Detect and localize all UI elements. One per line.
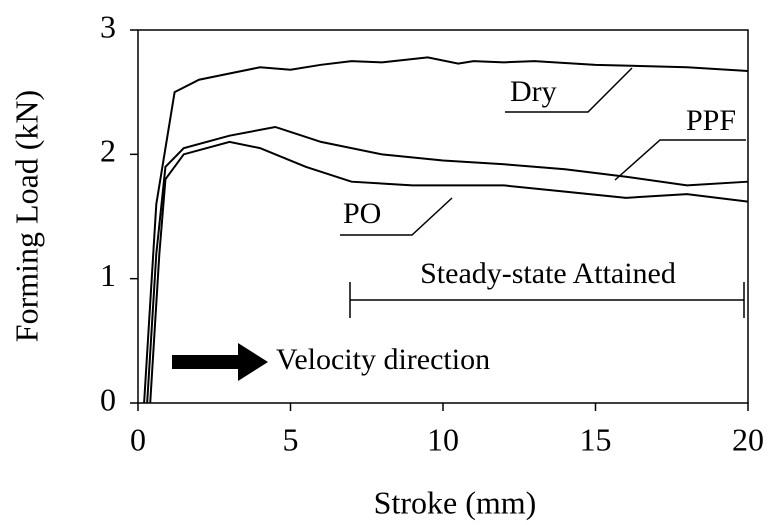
arrow <box>172 343 268 381</box>
legend-label: PPF <box>686 104 736 137</box>
leader-line <box>340 197 453 236</box>
y-tick-label: 3 <box>100 8 116 44</box>
data-line <box>149 140 749 404</box>
y-tick-label: 0 <box>100 381 116 417</box>
x-tick-label: 10 <box>427 421 459 457</box>
data-line <box>146 125 749 404</box>
leader-line <box>505 67 633 113</box>
x-axis-label: Stroke (mm) <box>374 484 537 520</box>
legend-label: PO <box>343 197 381 230</box>
legend-label: Dry <box>510 75 557 108</box>
x-tick-label: 5 <box>283 421 299 457</box>
annotation: Velocity direction <box>276 343 490 376</box>
x-tick-label: 15 <box>580 421 612 457</box>
leader-line <box>614 139 746 181</box>
x-tick-label: 0 <box>130 421 146 457</box>
data-line <box>143 56 749 404</box>
y-tick-label: 1 <box>100 257 116 293</box>
x-tick-label: 20 <box>732 421 764 457</box>
y-axis-label: Forming Load (kN) <box>8 90 44 342</box>
annotation: Steady-state Attained <box>420 257 676 290</box>
y-tick-label: 2 <box>100 133 116 169</box>
